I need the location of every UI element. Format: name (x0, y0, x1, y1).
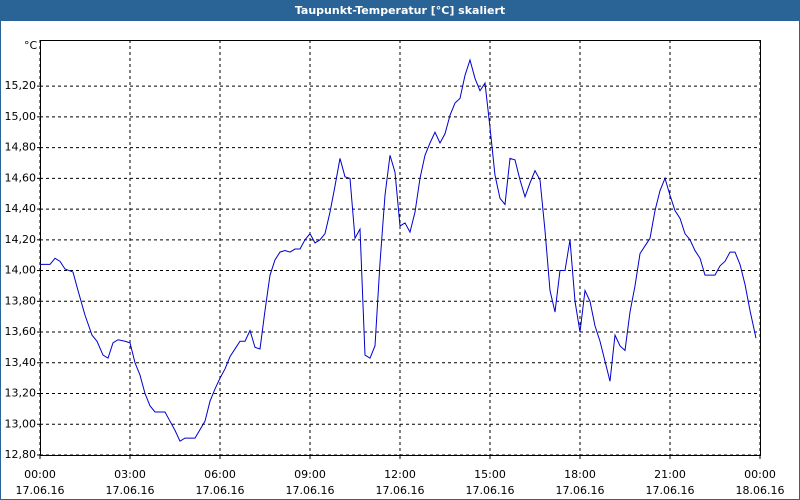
x-tick-label: 00:00 (24, 468, 56, 481)
y-tick-label: 13,60 (5, 325, 37, 338)
x-tick-date: 17.06.16 (286, 484, 335, 497)
y-tick-label: 13,20 (5, 387, 37, 400)
x-tick-label: 00:00 (744, 468, 776, 481)
y-tick-label: 14,00 (5, 264, 37, 277)
x-tick-date: 17.06.16 (376, 484, 425, 497)
x-tick-label: 21:00 (654, 468, 686, 481)
x-tick-label: 12:00 (384, 468, 416, 481)
y-tick-label: 13,00 (5, 417, 37, 430)
y-tick-label: 14,20 (5, 233, 37, 246)
y-tick-label: 14,40 (5, 202, 37, 215)
x-tick-date: 17.06.16 (556, 484, 605, 497)
y-tick-label: 12,80 (5, 448, 37, 461)
x-tick-date: 17.06.16 (196, 484, 245, 497)
x-tick-label: 09:00 (294, 468, 326, 481)
y-tick-label: 15,00 (5, 110, 37, 123)
y-tick-label: 13,40 (5, 356, 37, 369)
data-line (40, 58, 757, 442)
y-tick-label: 13,80 (5, 294, 37, 307)
x-tick-date: 17.06.16 (646, 484, 695, 497)
y-unit: °C (24, 39, 38, 52)
plot-frame (40, 40, 761, 456)
x-tick-date: 18.06.16 (736, 484, 785, 497)
x-tick-label: 15:00 (474, 468, 506, 481)
y-tick-label: 15,20 (5, 79, 37, 92)
x-tick-label: 03:00 (114, 468, 146, 481)
x-tick-date: 17.06.16 (106, 484, 155, 497)
x-tick-date: 17.06.16 (16, 484, 65, 497)
x-tick-label: 06:00 (204, 468, 236, 481)
y-tick-label: 14,60 (5, 171, 37, 184)
title-bar (0, 0, 800, 21)
chart-title: Taupunkt-Temperatur [°C] skaliert (295, 4, 505, 17)
y-tick-label: 14,80 (5, 141, 37, 154)
x-tick-date: 17.06.16 (466, 484, 515, 497)
x-tick-label: 18:00 (564, 468, 596, 481)
